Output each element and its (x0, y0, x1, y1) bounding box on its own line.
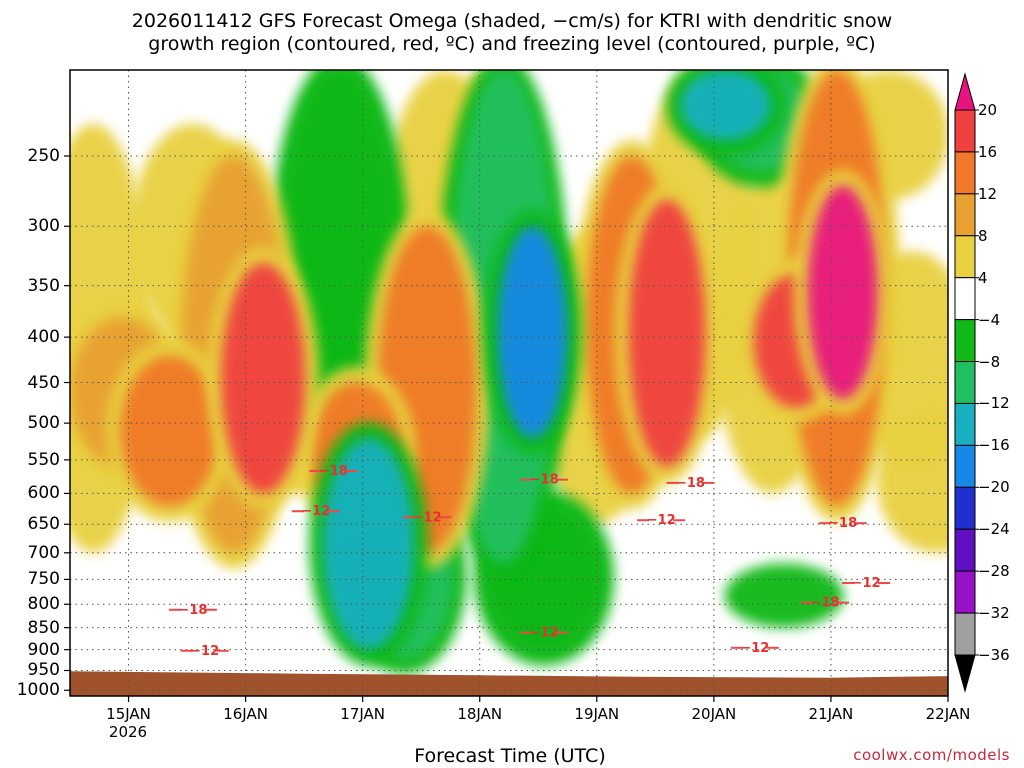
colorbar-bin (954, 235, 976, 279)
colorbar-bin (954, 277, 976, 321)
chart-title-line-1: 2026011412 GFS Forecast Omega (shaded, −… (131, 10, 893, 32)
y-tick-label: 700 (27, 542, 60, 563)
y-tick-label: 450 (27, 372, 60, 393)
colorbar-label: −12 (978, 394, 1010, 413)
contour-label: −18 (319, 464, 348, 479)
y-tick-label: 900 (27, 639, 60, 660)
y-tick-label: 500 (27, 413, 60, 434)
contour-label: −18 (828, 516, 857, 531)
y-tick-label: 550 (27, 449, 60, 470)
y-tick-label: 650 (27, 514, 60, 535)
colorbar-bin (954, 444, 976, 488)
chart-title-line-2: growth region (contoured, red, ºC) and f… (148, 33, 876, 55)
colorbar-bin (954, 319, 976, 363)
colorbar-label: −36 (978, 646, 1010, 664)
colorbar-bin (954, 109, 976, 153)
colorbar-bin (954, 486, 976, 530)
omega-shading (70, 70, 948, 675)
axis-ticks (64, 155, 949, 702)
contour-label: −12 (647, 513, 676, 528)
y-tick-label: 400 (27, 327, 60, 348)
contour-label: −18 (530, 473, 559, 488)
contour-label: −12 (301, 504, 330, 519)
colorbar-bottom-arrow (954, 654, 976, 693)
y-tick-label: 950 (27, 660, 60, 681)
contour-label: −12 (413, 510, 442, 525)
colorbar-label: −4 (978, 310, 1001, 329)
omega-cell (680, 70, 772, 141)
colorbar-label: −32 (978, 604, 1010, 623)
x-tick-label: 21JAN (808, 705, 854, 723)
y-tick-label: 750 (27, 569, 60, 590)
contour-label: −12 (852, 576, 881, 591)
x-tick-label: 20JAN (691, 705, 737, 723)
x-tick-label: 22JAN (925, 705, 971, 723)
contour-label: −12 (190, 644, 219, 659)
y-tick-label: 600 (27, 483, 60, 504)
terrain-layer (70, 671, 948, 696)
grid-lines (70, 70, 949, 696)
contour-labels: −18 −18 −18 −18 −18 −18 −12 −12 −12 −12 −12 −12 −12 (168, 464, 891, 659)
colorbar-label: 4 (978, 268, 988, 287)
colorbar-top-arrow (954, 72, 976, 111)
contour-label: −12 (740, 641, 769, 656)
omega-cell (323, 438, 415, 650)
omega-cell (628, 199, 706, 467)
colorbar-bin (954, 612, 976, 656)
y-tick-label: 800 (27, 594, 60, 615)
x-tick-label: 19JAN (574, 705, 620, 723)
contour-label: −18 (811, 596, 840, 611)
contour-label: −18 (178, 603, 207, 618)
y-tick-label: 250 (27, 145, 60, 166)
colorbar-label: −28 (978, 562, 1010, 581)
colorbar-bin (954, 528, 976, 572)
colorbar-label: 8 (978, 226, 988, 245)
colorbar-label: −24 (978, 520, 1010, 539)
x-tick-label: 17JAN (340, 705, 386, 723)
colorbar-label: −16 (978, 436, 1010, 455)
x-axis-label: Forecast Time (UTC) (414, 745, 606, 767)
x-tick-label: 16JAN (223, 705, 268, 723)
credit-link[interactable]: coolwx.com/models (853, 746, 1010, 764)
x-tick-label: 15JAN (106, 705, 151, 723)
omega-cell (807, 185, 878, 400)
y-tick-label: 350 (27, 275, 60, 296)
colorbar-label: 12 (978, 184, 998, 203)
omega-cell (497, 226, 568, 439)
colorbar-bin (954, 193, 976, 237)
contour-label: −12 (530, 626, 559, 641)
colorbar-label: −8 (978, 352, 1001, 371)
colorbar-bin (954, 570, 976, 614)
colorbar-bin (954, 151, 976, 195)
terrain-fill (70, 671, 948, 696)
x-tick-label: 18JAN (457, 705, 503, 723)
omega-cell (876, 407, 948, 553)
colorbar-bin (954, 402, 976, 446)
colorbar-label: −20 (978, 478, 1010, 497)
colorbar-bin (954, 361, 976, 404)
colorbar (954, 72, 979, 693)
colorbar-label: 16 (978, 142, 998, 161)
contour-label: −18 (676, 476, 705, 491)
y-tick-label: 300 (27, 216, 60, 237)
x-axis-year-label: 2026 (108, 723, 148, 741)
y-tick-label: 1000 (16, 680, 60, 701)
omega-cell (221, 262, 306, 494)
colorbar-label: 20 (978, 101, 998, 119)
y-tick-label: 850 (27, 617, 60, 638)
omega-cell (120, 355, 219, 507)
